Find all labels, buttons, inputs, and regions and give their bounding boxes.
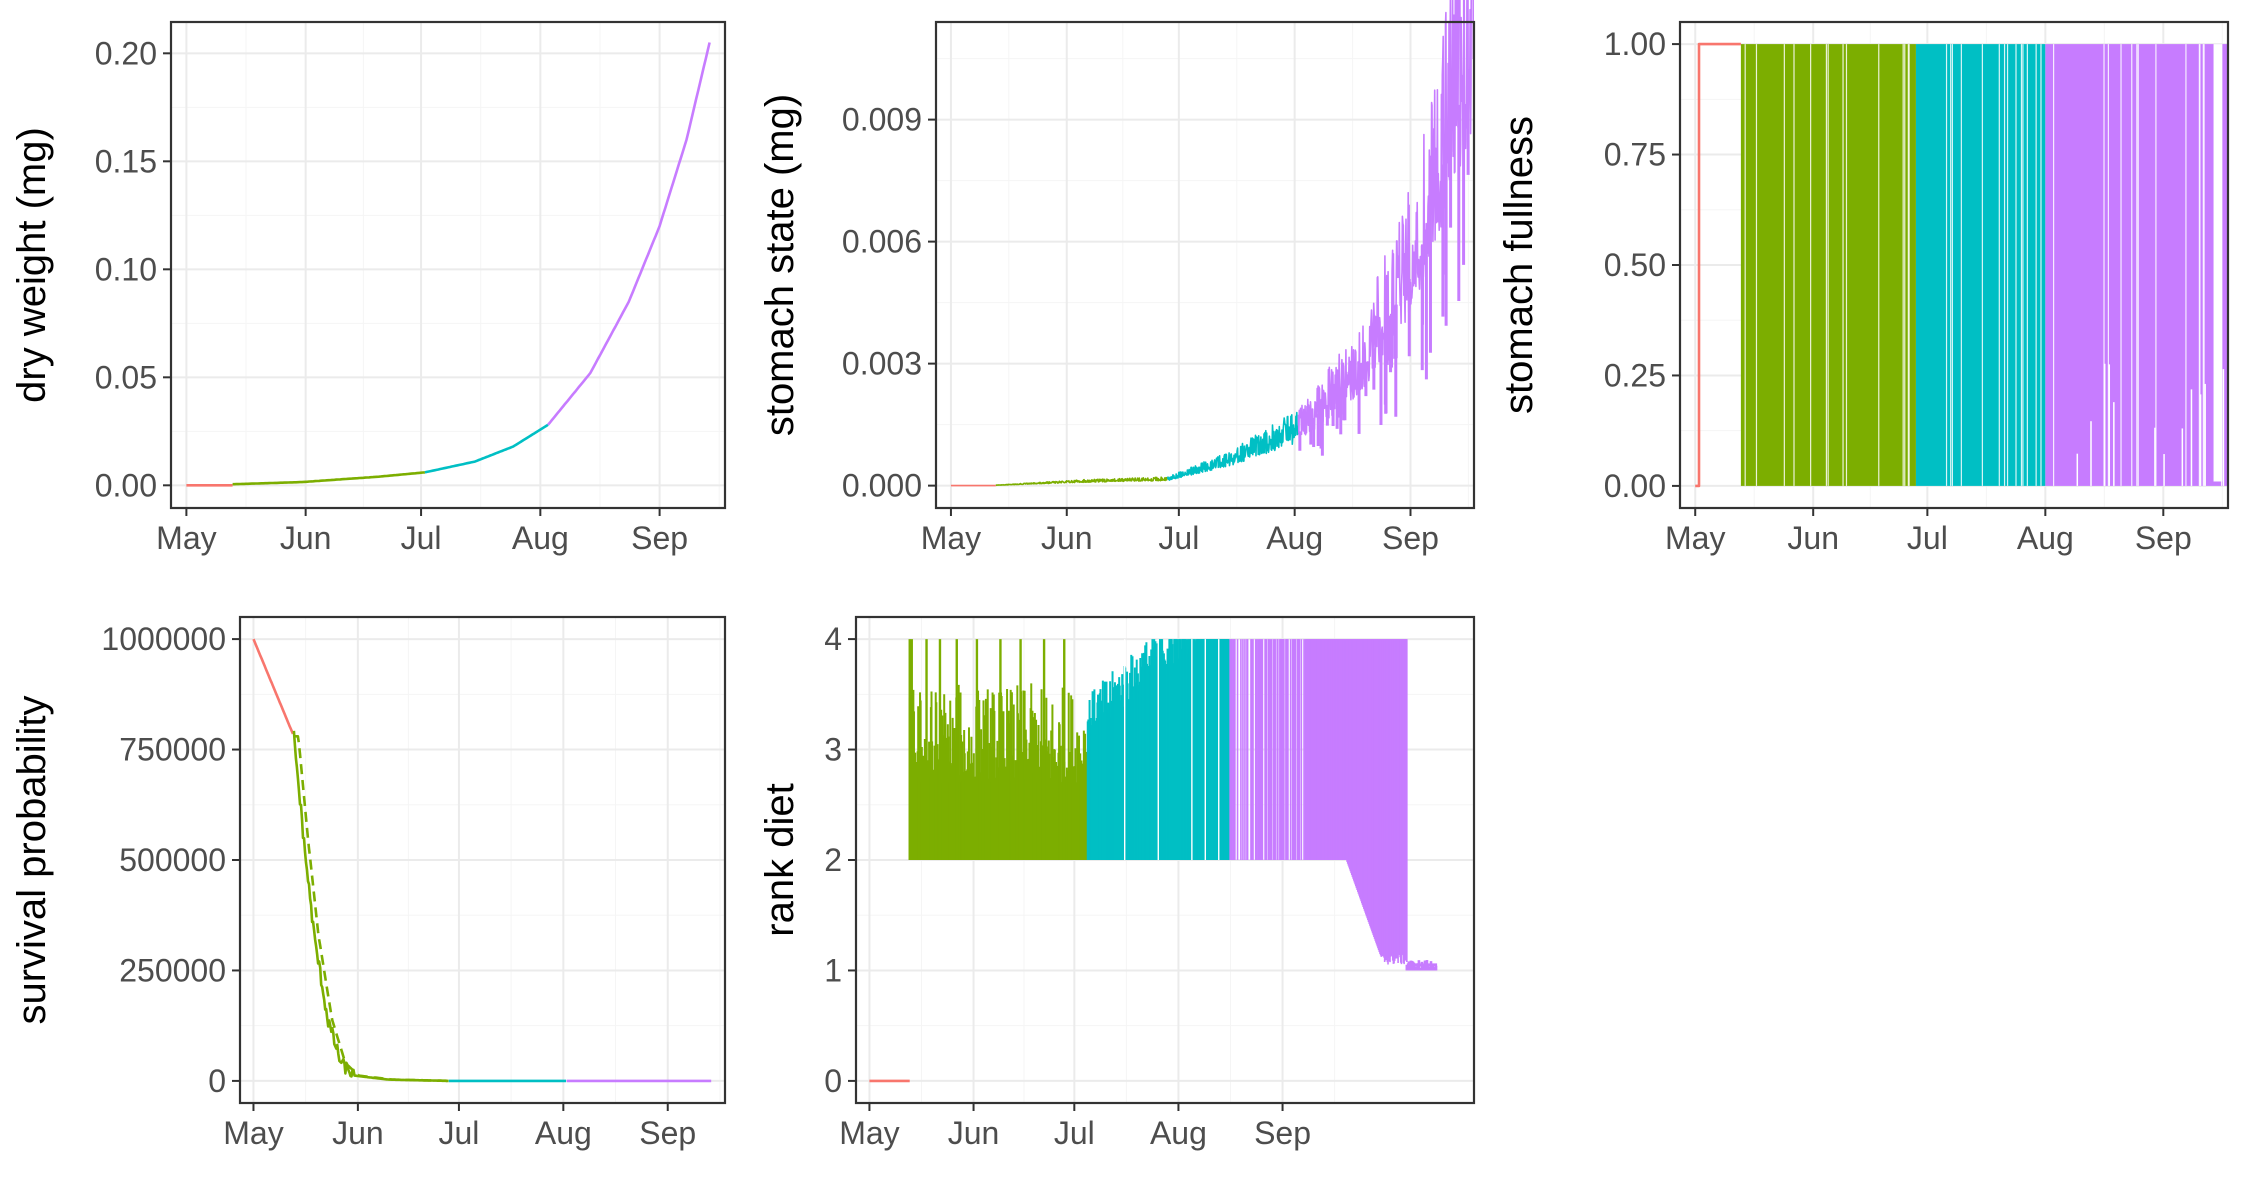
panel-border bbox=[169, 20, 727, 510]
x-tick-label: Jul bbox=[401, 520, 442, 556]
y-tick-label: 0.15 bbox=[95, 143, 157, 179]
series-phase4 bbox=[547, 42, 711, 426]
y-axis-title: dry weight (mg) bbox=[10, 127, 54, 403]
y-tick-label: 1 bbox=[824, 952, 842, 988]
y-tick-label: 0.00 bbox=[1604, 468, 1666, 504]
x-tick-label: Jun bbox=[948, 1115, 1000, 1151]
x-tick-label: Jun bbox=[280, 520, 332, 556]
data-layer bbox=[1695, 42, 2228, 488]
series-phase2 bbox=[232, 471, 425, 486]
x-tick-label: Aug bbox=[1150, 1115, 1207, 1151]
panel-background bbox=[171, 22, 725, 508]
x-tick-label: May bbox=[1665, 520, 1725, 556]
y-tick-label: 2 bbox=[824, 842, 842, 878]
y-tick-label: 0.000 bbox=[842, 468, 922, 504]
series-phase3 bbox=[1166, 411, 1299, 481]
series-phase3-band bbox=[1915, 44, 2046, 486]
y-tick-label: 0.05 bbox=[95, 359, 157, 395]
x-tick-label: Sep bbox=[631, 520, 688, 556]
x-tick-label: Sep bbox=[1382, 520, 1439, 556]
x-tick-label: Jun bbox=[332, 1115, 384, 1151]
chart-panel-3: 0.00 0.25 0.50 0.75 1.00 May Jun Jul Aug Sep stoma… bbox=[1497, 20, 2230, 556]
x-tick-label: Jun bbox=[1787, 520, 1839, 556]
x-tick-label: Jul bbox=[1158, 520, 1199, 556]
series-phase2 bbox=[995, 476, 1168, 487]
y-tick-label: 0 bbox=[824, 1063, 842, 1099]
y-axis-title: rank diet bbox=[758, 783, 802, 936]
chart-panel-4: 0 250000 500000 750000 1000000 May Jun Jul Aug Se… bbox=[10, 615, 727, 1151]
chart-panel-2: 0.000 0.003 0.006 0.009 May Jun Jul Aug Sep stoma… bbox=[758, 0, 1476, 556]
x-tick-label: Aug bbox=[1266, 520, 1323, 556]
y-tick-label: 750000 bbox=[119, 732, 226, 768]
y-tick-label: 0.009 bbox=[842, 102, 922, 138]
x-tick-label: Jul bbox=[1907, 520, 1948, 556]
y-tick-label: 4 bbox=[824, 621, 842, 657]
y-tick-label: 0.25 bbox=[1604, 357, 1666, 393]
y-axis-title: stomach state (mg) bbox=[758, 94, 802, 436]
series-phase4-gap bbox=[2213, 44, 2223, 482]
x-tick-label: Jul bbox=[1054, 1115, 1095, 1151]
y-tick-label: 0.00 bbox=[95, 467, 157, 503]
y-tick-label: 0.20 bbox=[95, 35, 157, 71]
data-layer bbox=[186, 42, 711, 487]
chart-panel-5: 0 1 2 3 4 May Jun Jul Aug Sep rank diet bbox=[758, 615, 1476, 1151]
y-tick-label: 0 bbox=[208, 1063, 226, 1099]
x-tick-label: Aug bbox=[535, 1115, 592, 1151]
chart-panel-1: 0.00 0.05 0.10 0.15 0.20 May Jun Jul Aug Sep dry w… bbox=[10, 20, 727, 556]
x-tick-label: May bbox=[921, 520, 981, 556]
data-layer bbox=[950, 0, 1475, 487]
y-tick-label: 500000 bbox=[119, 842, 226, 878]
y-tick-label: 3 bbox=[824, 732, 842, 768]
series-phase1 bbox=[1695, 42, 1741, 488]
series-phase3 bbox=[424, 423, 549, 474]
y-tick-label: 250000 bbox=[119, 952, 226, 988]
y-tick-label: 0.75 bbox=[1604, 137, 1666, 173]
x-tick-label: May bbox=[156, 520, 216, 556]
data-layer bbox=[252, 638, 712, 1083]
y-tick-label: 1.00 bbox=[1604, 26, 1666, 62]
x-tick-label: Aug bbox=[2017, 520, 2074, 556]
x-tick-label: May bbox=[223, 1115, 283, 1151]
x-tick-label: May bbox=[839, 1115, 899, 1151]
series-phase2-dashed bbox=[293, 734, 449, 1083]
x-tick-label: Sep bbox=[2135, 520, 2192, 556]
x-tick-label: Jun bbox=[1041, 520, 1093, 556]
x-tick-label: Sep bbox=[639, 1115, 696, 1151]
y-axis-title: survival probability bbox=[10, 695, 54, 1024]
y-tick-label: 0.50 bbox=[1604, 247, 1666, 283]
x-tick-label: Sep bbox=[1254, 1115, 1311, 1151]
y-axis-title: stomach fullness bbox=[1497, 116, 1541, 414]
x-tick-label: Jul bbox=[438, 1115, 479, 1151]
y-tick-label: 0.003 bbox=[842, 346, 922, 382]
y-tick-label: 0.006 bbox=[842, 224, 922, 260]
y-tick-label: 0.10 bbox=[95, 251, 157, 287]
y-tick-label: 1000000 bbox=[101, 621, 226, 657]
series-phase1 bbox=[252, 638, 295, 735]
panel-border bbox=[934, 20, 1476, 510]
x-tick-label: Aug bbox=[512, 520, 569, 556]
data-layer bbox=[869, 639, 1438, 1083]
